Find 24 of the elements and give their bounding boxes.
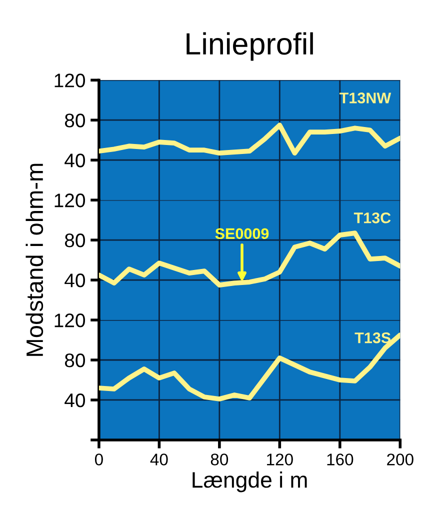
y-tick-label: 40 — [64, 154, 85, 168]
y-axis-title: Modstand i ohm-m — [26, 164, 44, 356]
y-tick-label: 80 — [64, 234, 85, 248]
x-axis-title: Længde i m — [192, 471, 307, 492]
x-tick-label: 0 — [94, 454, 103, 466]
line-series — [98, 122, 400, 156]
x-tick-label: 160 — [327, 454, 354, 466]
series-label: T13S — [354, 332, 391, 344]
x-tick-label: 80 — [210, 454, 228, 466]
y-tick-label: 80 — [64, 353, 85, 368]
y-tick-label: 120 — [54, 194, 85, 208]
x-tick-label: 40 — [150, 454, 168, 466]
annotation: SE0009 — [215, 228, 269, 240]
y-tick-label: 40 — [64, 274, 85, 288]
chart-title: Linieprofil — [186, 32, 313, 61]
y-tick-label: 40 — [64, 393, 85, 408]
x-tick-label: 200 — [387, 454, 414, 466]
y-tick-label: 120 — [54, 313, 85, 328]
series-label: T13NW — [340, 92, 392, 104]
line-series — [98, 332, 400, 402]
series-label: T13C — [354, 212, 391, 224]
x-tick-label: 120 — [267, 454, 293, 466]
y-tick-label: 80 — [64, 114, 85, 128]
y-tick-label: 120 — [54, 74, 85, 88]
